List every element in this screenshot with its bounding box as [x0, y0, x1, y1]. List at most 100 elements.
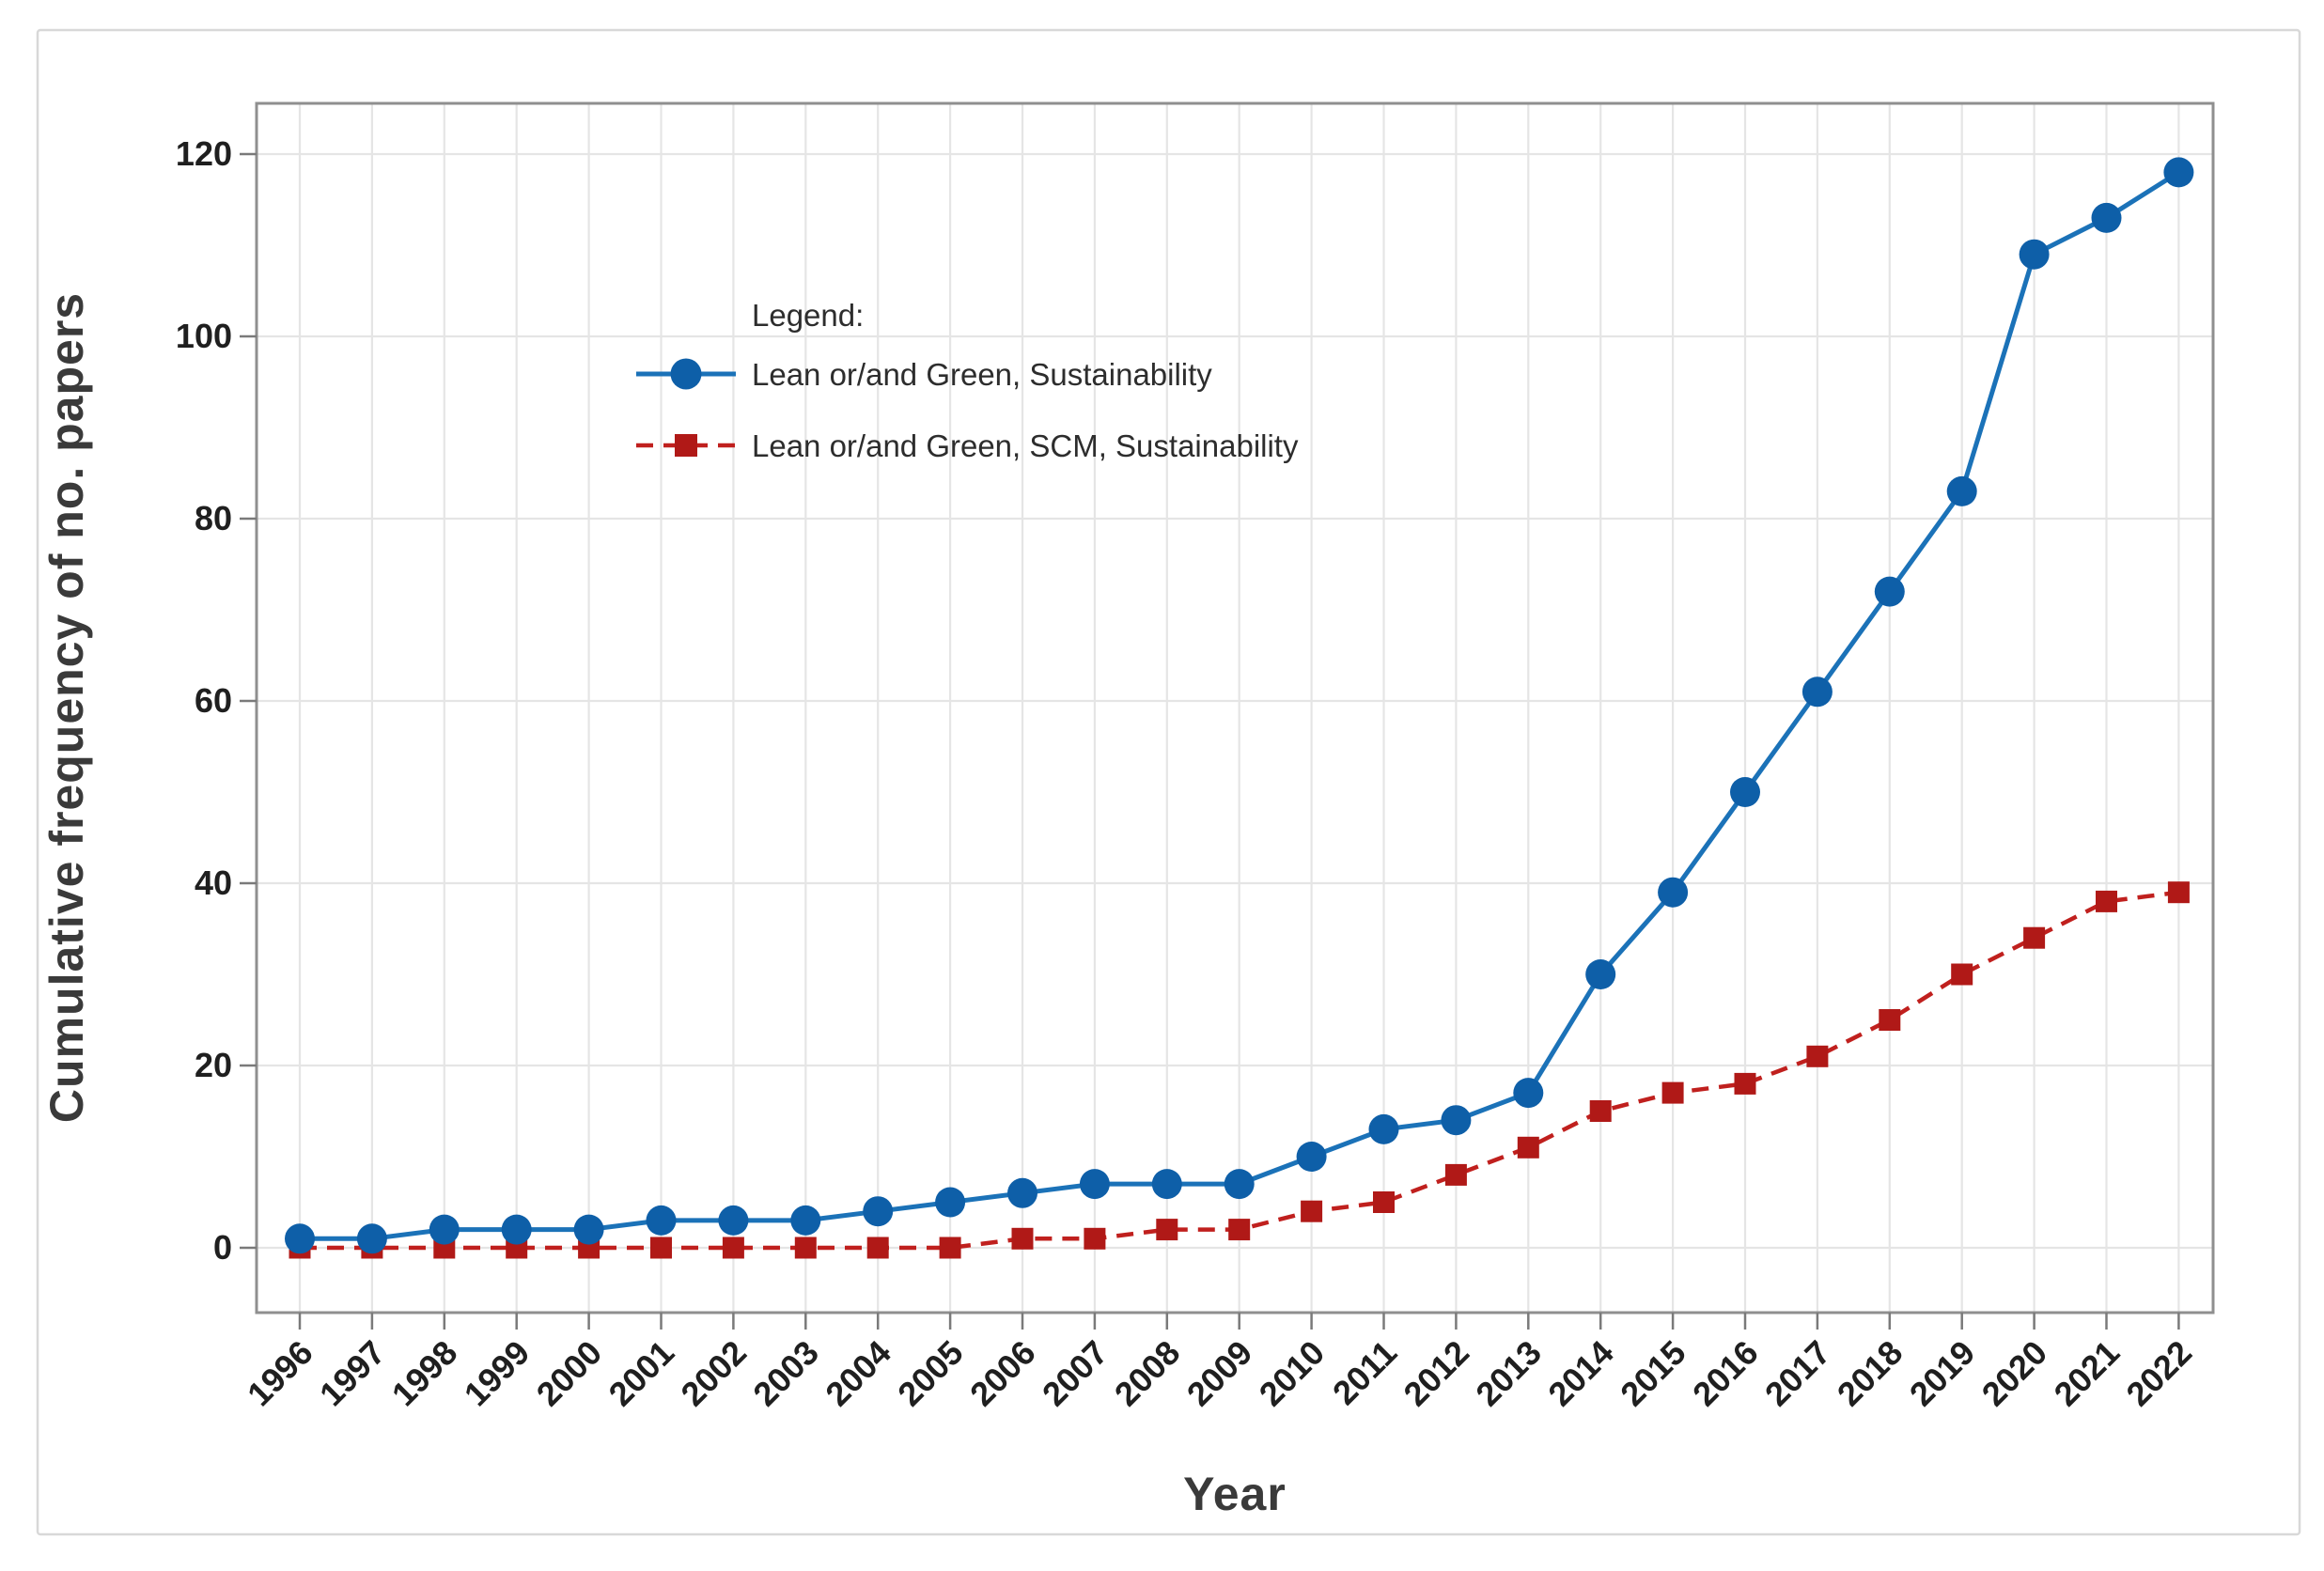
x-tick-label: 2022: [2118, 1333, 2199, 1414]
x-tick-label: 2000: [529, 1333, 610, 1414]
x-tick-label: 2019: [1902, 1333, 1983, 1414]
legend-item-lean-green-sustainability: Lean or/and Green, Sustainability: [636, 357, 1212, 392]
series-1-marker: [939, 1237, 961, 1259]
x-tick-label: 2003: [745, 1333, 826, 1414]
figure-border: [36, 28, 2301, 1536]
y-tick-label: 0: [213, 1228, 232, 1267]
series-0-marker: [1513, 1078, 1544, 1109]
series-1-marker: [2096, 890, 2117, 912]
series-0-marker: [1296, 1142, 1327, 1172]
series-0-marker: [935, 1187, 966, 1218]
x-tick-label: 2014: [1540, 1333, 1621, 1414]
legend-label: Lean or/and Green, SCM, Sustainability: [752, 428, 1299, 463]
x-tick-label: 2012: [1396, 1333, 1476, 1414]
x-tick-labels: 1996199719981999200020012002200320042005…: [240, 1333, 2199, 1414]
x-tick-label: 2016: [1685, 1333, 1766, 1414]
series-0-marker: [285, 1223, 315, 1254]
legend-item-lean-green-scm-sustainability: Lean or/and Green, SCM, Sustainability: [636, 428, 1299, 463]
x-tick-label: 2001: [601, 1333, 682, 1414]
series-0-marker: [1874, 576, 1905, 607]
y-tick-label: 100: [176, 317, 232, 355]
series-layer: [285, 157, 2194, 1259]
series-0-marker: [646, 1205, 677, 1236]
series-1-marker: [1084, 1227, 1106, 1250]
series-0-marker: [1151, 1169, 1182, 1200]
y-tick-labels: 0 20 40 60 80 100 120: [176, 134, 232, 1267]
legend-title: Legend:: [752, 298, 864, 333]
series-1-marker: [1951, 963, 1973, 986]
x-tick-label: 2006: [962, 1333, 1043, 1414]
x-tick-label: 2015: [1613, 1333, 1693, 1414]
series-1-marker: [1661, 1081, 1684, 1104]
series-1-marker: [1373, 1191, 1395, 1213]
gridlines: [257, 103, 2213, 1313]
x-tick-label: 2017: [1757, 1333, 1838, 1414]
y-tick-label: 40: [195, 863, 232, 902]
y-tick-label: 120: [176, 134, 232, 173]
series-1-marker: [866, 1237, 889, 1259]
series-1-marker: [1806, 1045, 1829, 1067]
series-0-marker: [863, 1196, 894, 1227]
x-tick-label: 1998: [384, 1333, 465, 1414]
x-tick-label: 2021: [2047, 1333, 2128, 1414]
x-tick-label: 2010: [1252, 1333, 1333, 1414]
series-1-marker: [1879, 1009, 1901, 1031]
y-tick-label: 80: [195, 499, 232, 537]
x-tick-label: 2009: [1179, 1333, 1260, 1414]
x-tick-label: 1997: [312, 1333, 393, 1414]
series-0-marker: [501, 1214, 532, 1245]
x-tick-label: 2005: [890, 1333, 971, 1414]
series-0-marker: [1441, 1105, 1472, 1136]
axis-ticks: [240, 152, 2180, 1330]
series-0-marker: [1946, 475, 1977, 506]
series-1-marker: [1444, 1163, 1467, 1186]
series-0-marker: [1079, 1169, 1110, 1200]
series-0-marker: [1007, 1177, 1037, 1208]
series-0-marker: [718, 1205, 749, 1236]
series-0-marker: [1368, 1113, 1399, 1144]
x-tick-label: 1999: [457, 1333, 538, 1414]
series-1-marker: [1011, 1227, 1034, 1250]
x-tick-label: 2004: [818, 1333, 898, 1414]
series-1-marker: [2023, 926, 2046, 949]
series-0-marker: [2019, 239, 2050, 270]
series-1-marker: [722, 1237, 744, 1259]
series-1-marker: [1589, 1100, 1612, 1122]
series-1-marker: [1301, 1200, 1323, 1222]
legend-marker-circle-icon: [670, 358, 702, 390]
x-axis-title: Year: [1183, 1468, 1287, 1520]
legend: Legend: Lean or/and Green, Sustainabilit…: [636, 298, 1299, 463]
series-0-marker: [1658, 877, 1689, 908]
y-tick-label: 60: [195, 681, 232, 720]
plot-area-frame: [255, 101, 2215, 1314]
x-tick-label: 2013: [1468, 1333, 1549, 1414]
x-tick-label: 2020: [1974, 1333, 2055, 1414]
series-1-marker: [650, 1237, 672, 1259]
series-1-marker: [1228, 1219, 1251, 1241]
series-1-marker: [794, 1237, 817, 1259]
x-tick-label: 2018: [1830, 1333, 1911, 1414]
series-0-marker: [356, 1223, 387, 1254]
series-0-marker: [1224, 1169, 1255, 1200]
series-0-marker: [2091, 202, 2122, 233]
series-0-marker: [1730, 777, 1760, 807]
series-0-marker: [1585, 959, 1616, 989]
x-tick-label: 1996: [240, 1333, 320, 1414]
legend-marker-square-icon: [675, 434, 697, 457]
x-tick-label: 2008: [1107, 1333, 1188, 1414]
legend-label: Lean or/and Green, Sustainability: [752, 357, 1212, 392]
series-0-marker: [1801, 677, 1833, 708]
series-1-marker: [1156, 1219, 1178, 1241]
series-1-marker: [1517, 1136, 1539, 1159]
x-tick-label: 2011: [1325, 1333, 1404, 1412]
x-tick-label: 2007: [1035, 1333, 1115, 1414]
y-axis-title: Cumulative frequency of no. papers: [40, 292, 93, 1123]
series-1-marker: [1734, 1072, 1756, 1095]
x-tick-label: 2002: [673, 1333, 754, 1414]
series-0-marker: [790, 1205, 821, 1236]
y-tick-label: 20: [195, 1046, 232, 1084]
series-0-marker: [429, 1214, 460, 1245]
series-0-marker: [2163, 157, 2194, 188]
